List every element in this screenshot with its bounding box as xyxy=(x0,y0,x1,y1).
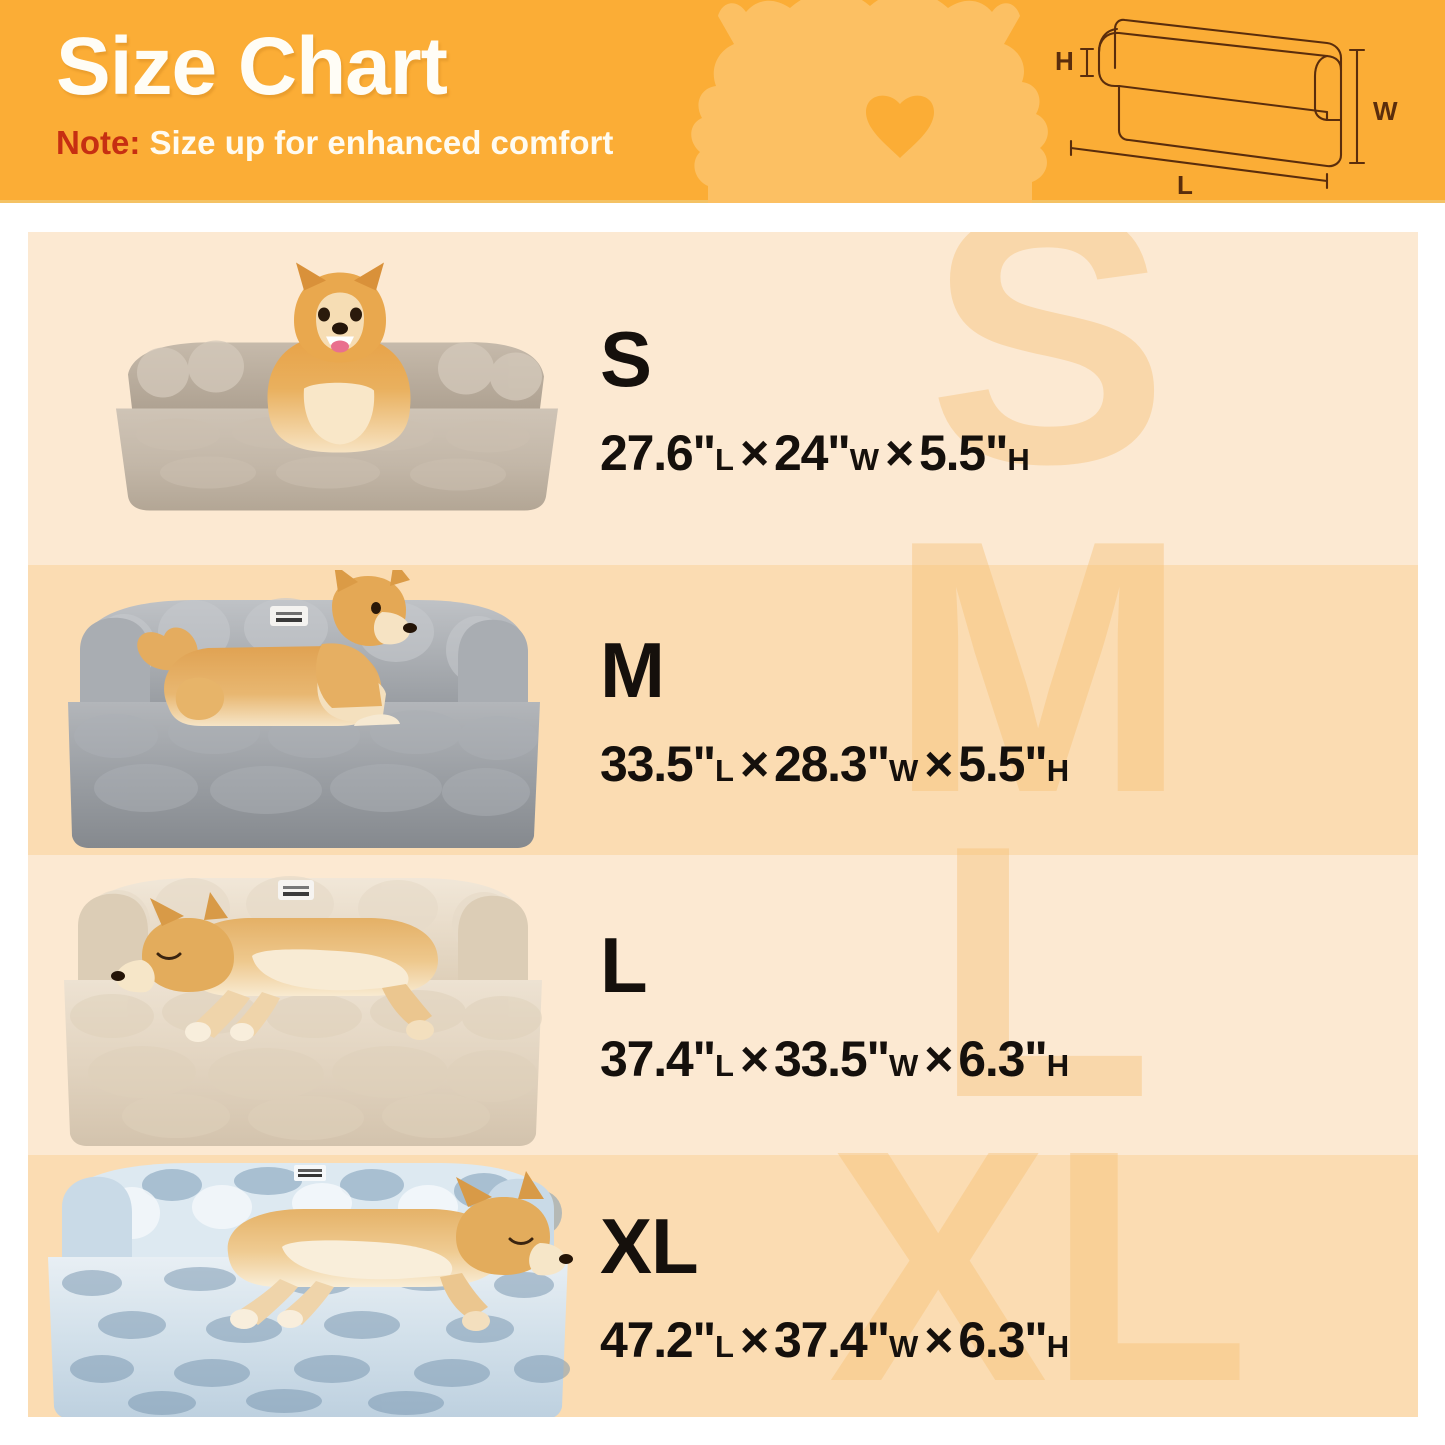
dim-length-unit: L xyxy=(715,441,734,477)
brand-label xyxy=(278,880,314,900)
dimensions-m: 33.5"L × 28.3"W × 5.5"H xyxy=(600,739,1069,789)
taupe-faux-fur-dog-bed xyxy=(116,262,558,510)
spec-xl: XL 47.2"L × 37.4"W × 6.3"H xyxy=(600,1207,1069,1365)
dim-sep-1: × xyxy=(739,1031,769,1087)
shiba-inu-lying xyxy=(137,570,417,726)
dim-height-value: 5.5" xyxy=(958,736,1048,792)
dim-height-value: 5.5" xyxy=(918,424,1009,481)
shiba-inu-sleeping xyxy=(111,892,438,1042)
size-row-s: S 27.6"L × 24"W × 5.5"H xyxy=(28,232,1418,565)
page-title: Size Chart xyxy=(56,21,448,112)
dim-width-value: 37.4" xyxy=(773,1312,890,1368)
note-text: Size up for enhanced comfort xyxy=(149,124,614,161)
dim-height-value: 6.3" xyxy=(958,1312,1048,1368)
diagram-label-w: W xyxy=(1373,96,1398,126)
dim-sep-1: × xyxy=(739,1312,769,1368)
size-rows: S 27.6"L × 24"W × 5.5"H xyxy=(28,232,1418,1417)
dim-sep-2: × xyxy=(924,1031,953,1087)
dim-height-unit: H xyxy=(1046,753,1070,788)
dim-width-unit: W xyxy=(889,753,919,788)
dimensions-xl: 47.2"L × 37.4"W × 6.3"H xyxy=(600,1315,1069,1365)
size-code-xl: XL xyxy=(600,1202,699,1290)
blue-tiedye-faux-fur-dog-sofa-bed xyxy=(48,1163,573,1417)
dim-length-unit: L xyxy=(715,1329,734,1364)
spec-s: S 27.6"L × 24"W × 5.5"H xyxy=(600,320,1030,478)
header-note: Note: Size up for enhanced comfort xyxy=(56,126,613,159)
dim-sep-1: × xyxy=(739,424,769,481)
spec-m: M 33.5"L × 28.3"W × 5.5"H xyxy=(600,631,1069,789)
header-text: Size Chart Note: Size up for enhanced co… xyxy=(56,21,613,160)
diagram-label-l: L xyxy=(1177,170,1193,198)
fluffy-dog-heart-icon xyxy=(691,0,1048,203)
size-code-m: M xyxy=(600,626,665,714)
diagram-label-h: H xyxy=(1055,46,1074,76)
header-banner: Size Chart Note: Size up for enhanced co… xyxy=(0,0,1445,203)
dimensions-l: 37.4"L × 33.5"W × 6.3"H xyxy=(600,1034,1069,1084)
dim-height-unit: H xyxy=(1007,441,1030,477)
dim-length-value: 27.6" xyxy=(600,424,716,481)
dim-length-value: 47.2" xyxy=(600,1312,716,1368)
dim-width-unit: W xyxy=(889,1329,919,1364)
dim-length-value: 33.5" xyxy=(600,736,716,792)
dim-width-value: 24" xyxy=(773,424,851,481)
dim-height-unit: H xyxy=(1046,1329,1070,1364)
note-label: Note: xyxy=(56,124,141,161)
size-code-s: S xyxy=(600,314,652,403)
cream-faux-fur-dog-sofa-bed xyxy=(64,876,542,1146)
dim-width-value: 28.3" xyxy=(773,736,890,792)
dim-sep-1: × xyxy=(739,736,769,792)
dim-sep-2: × xyxy=(924,736,953,792)
size-row-m: M 33.5"L × 28.3"W × 5.5"H xyxy=(28,565,1418,855)
size-row-xl: XL 47.2"L × 37.4"W × 6.3"H xyxy=(28,1155,1418,1417)
dog-bed-sofa-dimensions-icon: H W L xyxy=(1055,18,1398,198)
dim-width-unit: W xyxy=(849,441,879,477)
gray-faux-fur-dog-sofa-bed xyxy=(68,570,540,848)
brand-label xyxy=(270,606,308,626)
dimensions-s: 27.6"L × 24"W × 5.5"H xyxy=(600,428,1030,478)
size-row-l: L 37.4"L × 33.5"W × 6.3"H xyxy=(28,855,1418,1155)
dim-sep-2: × xyxy=(884,424,914,481)
dim-sep-2: × xyxy=(924,1312,953,1368)
dim-height-unit: H xyxy=(1046,1048,1070,1083)
dim-width-value: 33.5" xyxy=(773,1031,890,1087)
dim-height-value: 6.3" xyxy=(958,1031,1048,1087)
size-code-l: L xyxy=(600,921,648,1009)
dim-length-unit: L xyxy=(715,753,734,788)
spec-l: L 37.4"L × 33.5"W × 6.3"H xyxy=(600,926,1069,1084)
pomeranian-sitting xyxy=(267,262,411,452)
dim-length-value: 37.4" xyxy=(600,1031,716,1087)
dim-length-unit: L xyxy=(715,1048,734,1083)
brand-label xyxy=(294,1165,326,1181)
shiba-inu-sleeping xyxy=(227,1171,573,1331)
dim-width-unit: W xyxy=(889,1048,919,1083)
